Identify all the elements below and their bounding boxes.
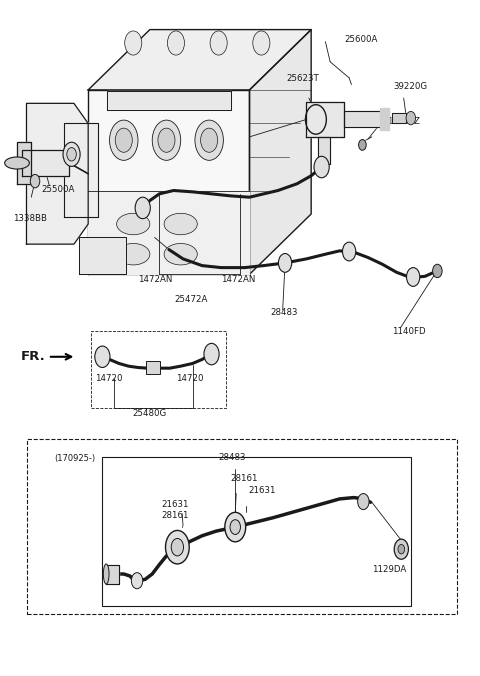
Polygon shape	[17, 142, 31, 184]
Circle shape	[152, 120, 180, 160]
Circle shape	[358, 493, 369, 510]
Circle shape	[398, 544, 405, 554]
Circle shape	[195, 120, 223, 160]
Ellipse shape	[117, 243, 150, 265]
Circle shape	[166, 531, 189, 564]
Text: 25480G: 25480G	[132, 408, 167, 418]
Circle shape	[406, 112, 416, 125]
Circle shape	[158, 128, 175, 152]
Text: 1338BB: 1338BB	[13, 214, 47, 223]
Polygon shape	[392, 113, 406, 124]
Circle shape	[125, 31, 142, 55]
Ellipse shape	[164, 243, 197, 265]
Text: 14720: 14720	[176, 374, 204, 383]
Polygon shape	[380, 108, 389, 130]
Circle shape	[225, 512, 246, 542]
Circle shape	[278, 254, 292, 272]
Bar	[146, 361, 160, 375]
Polygon shape	[64, 124, 97, 217]
Polygon shape	[306, 102, 344, 137]
Ellipse shape	[164, 214, 197, 235]
Circle shape	[30, 174, 40, 188]
Bar	[102, 458, 411, 606]
Text: (170925-): (170925-)	[54, 454, 95, 463]
Circle shape	[407, 268, 420, 287]
Ellipse shape	[117, 214, 150, 235]
Text: 1472AN: 1472AN	[138, 274, 172, 283]
Circle shape	[359, 139, 366, 150]
Text: 25472A: 25472A	[175, 295, 208, 304]
Text: 28161: 28161	[230, 475, 258, 483]
Circle shape	[135, 197, 150, 218]
Polygon shape	[88, 191, 250, 274]
Circle shape	[342, 242, 356, 261]
Polygon shape	[26, 103, 88, 244]
Text: 1140FZ: 1140FZ	[387, 117, 420, 126]
Polygon shape	[106, 564, 119, 584]
Text: 14720: 14720	[96, 374, 123, 383]
Text: 28483: 28483	[271, 308, 299, 317]
Text: 28483: 28483	[219, 453, 246, 462]
Polygon shape	[318, 137, 330, 164]
Circle shape	[394, 539, 408, 559]
Circle shape	[168, 31, 184, 55]
Text: 21631: 21631	[162, 500, 189, 509]
Text: 25631B: 25631B	[31, 159, 65, 168]
Circle shape	[210, 31, 227, 55]
Circle shape	[204, 343, 219, 365]
Bar	[91, 331, 226, 408]
Ellipse shape	[103, 564, 109, 584]
Text: 25623T: 25623T	[287, 74, 319, 83]
Circle shape	[67, 147, 76, 161]
Circle shape	[432, 264, 442, 278]
Bar	[26, 439, 457, 614]
Text: 39220G: 39220G	[393, 82, 427, 91]
Ellipse shape	[5, 157, 29, 169]
Polygon shape	[22, 150, 69, 176]
Circle shape	[63, 142, 80, 166]
Polygon shape	[344, 112, 383, 127]
Circle shape	[201, 128, 218, 152]
Text: 25500A: 25500A	[42, 185, 75, 193]
Circle shape	[314, 156, 329, 178]
Polygon shape	[88, 90, 250, 274]
Circle shape	[95, 346, 110, 368]
Text: 25600A: 25600A	[344, 35, 378, 44]
Polygon shape	[79, 237, 126, 274]
Circle shape	[230, 520, 240, 535]
Text: 21631: 21631	[249, 486, 276, 496]
Polygon shape	[88, 30, 311, 90]
Circle shape	[115, 128, 132, 152]
Circle shape	[253, 31, 270, 55]
Text: FR.: FR.	[21, 350, 46, 363]
Circle shape	[132, 573, 143, 589]
Text: 1129DA: 1129DA	[372, 565, 406, 574]
Polygon shape	[250, 30, 311, 274]
Text: 1472AN: 1472AN	[221, 274, 255, 283]
Circle shape	[109, 120, 138, 160]
Text: 28161: 28161	[162, 511, 189, 520]
Circle shape	[171, 539, 183, 556]
Polygon shape	[107, 91, 230, 110]
Text: 1140FD: 1140FD	[392, 327, 425, 336]
